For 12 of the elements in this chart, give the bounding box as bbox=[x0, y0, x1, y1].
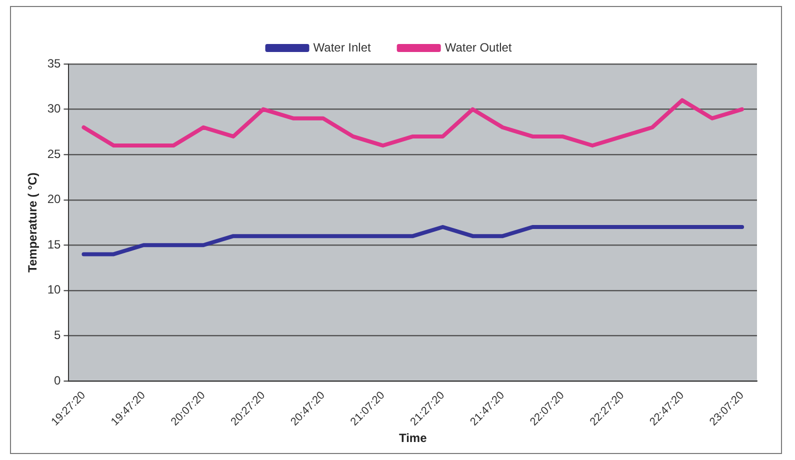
y-tick-label: 30 bbox=[47, 102, 62, 116]
y-tick-label: 25 bbox=[47, 146, 62, 161]
y-tick-label: 20 bbox=[47, 192, 62, 206]
y-tick-label: 15 bbox=[47, 237, 62, 252]
y-tick-label: 35 bbox=[47, 56, 62, 70]
legend-label: Water Outlet bbox=[444, 40, 512, 54]
y-tick-label: 5 bbox=[54, 328, 62, 342]
legend-label: Water Inlet bbox=[313, 40, 372, 54]
y-tick-label: 0 bbox=[54, 373, 62, 388]
y-axis-title: Temperature ( °C) bbox=[26, 172, 40, 272]
x-axis-title: Time bbox=[398, 431, 428, 446]
y-tick-label: 10 bbox=[47, 282, 62, 297]
